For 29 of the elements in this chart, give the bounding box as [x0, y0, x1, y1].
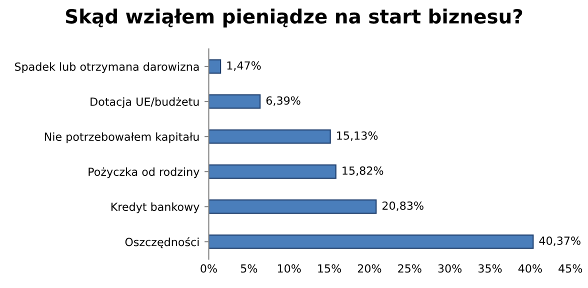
y-tick-label: Oszczędności: [125, 237, 199, 248]
y-tick-label: Dotacja UE/budżetu: [90, 97, 199, 108]
bar: [208, 199, 377, 214]
y-tick-label: Kredyt bankowy: [111, 202, 200, 214]
x-tick-label: 0%: [200, 264, 217, 273]
data-label: 40,37%: [539, 236, 580, 246]
x-tick-label: 10%: [278, 264, 301, 273]
bar: [208, 59, 222, 74]
x-tick-label: 25%: [398, 264, 422, 273]
data-label: 20,83%: [382, 201, 424, 211]
data-label: 1,47%: [227, 61, 261, 71]
x-tick-label: 40%: [518, 264, 542, 273]
bar: [208, 94, 261, 109]
bar: [208, 164, 336, 179]
x-tick-label: 35%: [478, 264, 502, 273]
x-tick-label: 15%: [318, 264, 342, 273]
x-tick-label: 45%: [558, 264, 582, 273]
x-tick-label: 5%: [240, 264, 258, 273]
data-label: 15,13%: [337, 131, 378, 141]
bar: [208, 129, 331, 144]
data-label: 15,82%: [342, 166, 384, 176]
x-tick-label: 20%: [358, 264, 382, 273]
y-tick-label: Pożyczka od rodziny: [88, 167, 200, 178]
y-tick-label: Spadek lub otrzymana darowizna: [14, 62, 199, 74]
y-tick-label: Nie potrzebowałem kapitału: [44, 132, 199, 144]
bar: [208, 234, 534, 249]
x-tick-label: 30%: [438, 264, 462, 273]
chart-title: Skąd wziąłem pieniądze na start biznesu?: [66, 8, 522, 28]
data-label: 6,39%: [266, 96, 300, 106]
